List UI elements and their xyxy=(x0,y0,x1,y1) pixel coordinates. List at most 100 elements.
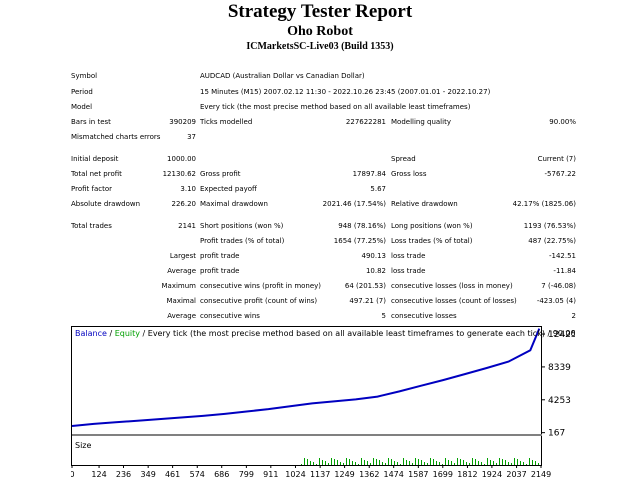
symbol-value: AUDCAD (Australian Dollar vs Canadian Do… xyxy=(200,72,365,80)
size-bar xyxy=(511,464,512,465)
net-profit-value: 12130.62 xyxy=(162,170,196,178)
abs-drawdown-value: 226.20 xyxy=(171,200,197,208)
quality-label: Modelling quality xyxy=(391,118,451,126)
size-bar xyxy=(460,459,461,465)
mismatch-value: 37 xyxy=(187,133,196,141)
avg-cons-losses-label: consecutive losses xyxy=(391,312,457,320)
size-bar xyxy=(373,458,374,465)
y-tick-label: 4253 xyxy=(548,396,571,406)
initial-deposit-label: Initial deposit xyxy=(71,155,119,163)
gross-profit-value: 17897.84 xyxy=(352,170,386,178)
size-bar xyxy=(334,459,335,465)
size-bar xyxy=(421,461,422,465)
size-bar xyxy=(487,459,488,465)
size-bar xyxy=(532,460,533,465)
average-label: Average xyxy=(167,267,196,275)
size-bar xyxy=(343,464,344,465)
size-bar xyxy=(337,461,338,465)
size-bar xyxy=(346,458,347,465)
x-tick-label: 574 xyxy=(190,470,205,479)
size-bar xyxy=(322,460,323,465)
size-bar xyxy=(301,464,302,465)
size-bar xyxy=(520,461,521,465)
y-tick-label: 8339 xyxy=(548,363,571,373)
size-bar xyxy=(310,461,311,465)
maximum-label: Maximum xyxy=(161,282,197,290)
largest-label: Largest xyxy=(169,252,196,260)
size-bar xyxy=(505,461,506,465)
size-bar xyxy=(508,462,509,465)
x-tick-label: 911 xyxy=(263,470,278,479)
short-label: Short positions (won %) xyxy=(200,222,284,230)
abs-drawdown-label: Absolute drawdown xyxy=(71,200,141,208)
size-bar xyxy=(529,459,530,465)
size-bar xyxy=(463,461,464,465)
quality-value: 90.00% xyxy=(549,118,576,126)
x-axis-ticks: 0 124 236 349 461 574 686 799 911 1024 1137 1249 136… xyxy=(71,465,551,479)
ticks-label: Ticks modelled xyxy=(200,118,253,126)
x-tick-label: 1249 xyxy=(334,470,354,479)
size-bar xyxy=(430,458,431,465)
size-bar xyxy=(412,463,413,465)
average-loss-label: loss trade xyxy=(391,267,426,275)
size-bar xyxy=(442,464,443,465)
chart-separator xyxy=(72,434,542,436)
initial-deposit-value: 1000.00 xyxy=(167,155,196,163)
symbol-label: Symbol xyxy=(71,72,98,80)
size-bar xyxy=(388,458,389,465)
x-tick-label: 1924 xyxy=(482,470,502,479)
size-bar xyxy=(466,462,467,465)
rel-drawdown-label: Relative drawdown xyxy=(391,200,458,208)
size-bar xyxy=(514,458,515,465)
ticks-value: 227622281 xyxy=(345,118,386,126)
size-bar xyxy=(415,458,416,465)
gross-loss-value: -5767.22 xyxy=(544,170,576,178)
average-profit-label: profit trade xyxy=(200,267,240,275)
loss-trades-value: 487 (22.75%) xyxy=(528,237,576,245)
avg-cons-wins-label: consecutive wins xyxy=(200,312,260,320)
size-bar xyxy=(391,460,392,465)
size-bar xyxy=(448,460,449,465)
largest-loss-value: -142.51 xyxy=(548,252,576,260)
x-tick-label: 236 xyxy=(116,470,131,479)
size-bar xyxy=(436,461,437,465)
size-bar xyxy=(439,463,440,465)
x-tick-label: 1587 xyxy=(408,470,428,479)
y-tick-label: 12425 xyxy=(548,330,575,340)
maximal-loss-label: consecutive losses (count of losses) xyxy=(391,297,517,305)
x-tick-label: 2037 xyxy=(506,470,526,479)
size-bar xyxy=(400,464,401,465)
expected-payoff-value: 5.67 xyxy=(370,185,386,193)
model-value: Every tick (the most precise method base… xyxy=(200,103,471,111)
size-bar xyxy=(313,463,314,465)
average-profit-value: 10.82 xyxy=(365,267,386,275)
size-bar xyxy=(382,462,383,465)
period-label: Period xyxy=(71,88,93,96)
size-bar xyxy=(451,462,452,465)
maximal-label: Maximal xyxy=(166,297,196,305)
size-bar xyxy=(517,460,518,465)
long-value: 1193 (76.53%) xyxy=(523,222,576,230)
y-tick-label: 167 xyxy=(548,429,565,439)
x-tick-label: 1024 xyxy=(285,470,305,479)
size-bar xyxy=(376,459,377,465)
size-bar xyxy=(358,464,359,465)
size-bar xyxy=(526,464,527,465)
gross-profit-label: Gross profit xyxy=(200,170,241,178)
size-bar xyxy=(379,461,380,465)
size-bar xyxy=(535,462,536,465)
robot-name: Oho Robot xyxy=(287,24,353,39)
chart-legend: Balance / Equity / Every tick (the most … xyxy=(75,329,575,338)
balance-line xyxy=(71,328,541,427)
size-bar xyxy=(502,459,503,465)
x-tick-label: 461 xyxy=(165,470,180,479)
chart-series xyxy=(71,328,541,427)
profit-trades-value: 1654 (77.25%) xyxy=(333,237,386,245)
spread-label: Spread xyxy=(391,155,416,163)
loss-trades-label: Loss trades (% of total) xyxy=(391,237,473,245)
max-drawdown-value: 2021.46 (17.54%) xyxy=(322,200,386,208)
x-tick-label: 349 xyxy=(141,470,156,479)
short-value: 948 (78.16%) xyxy=(338,222,386,230)
size-bar xyxy=(370,463,371,465)
balance-chart: 12425 8339 4253 167 0 124 236 349 461 574 686 799 9… xyxy=(71,326,575,479)
